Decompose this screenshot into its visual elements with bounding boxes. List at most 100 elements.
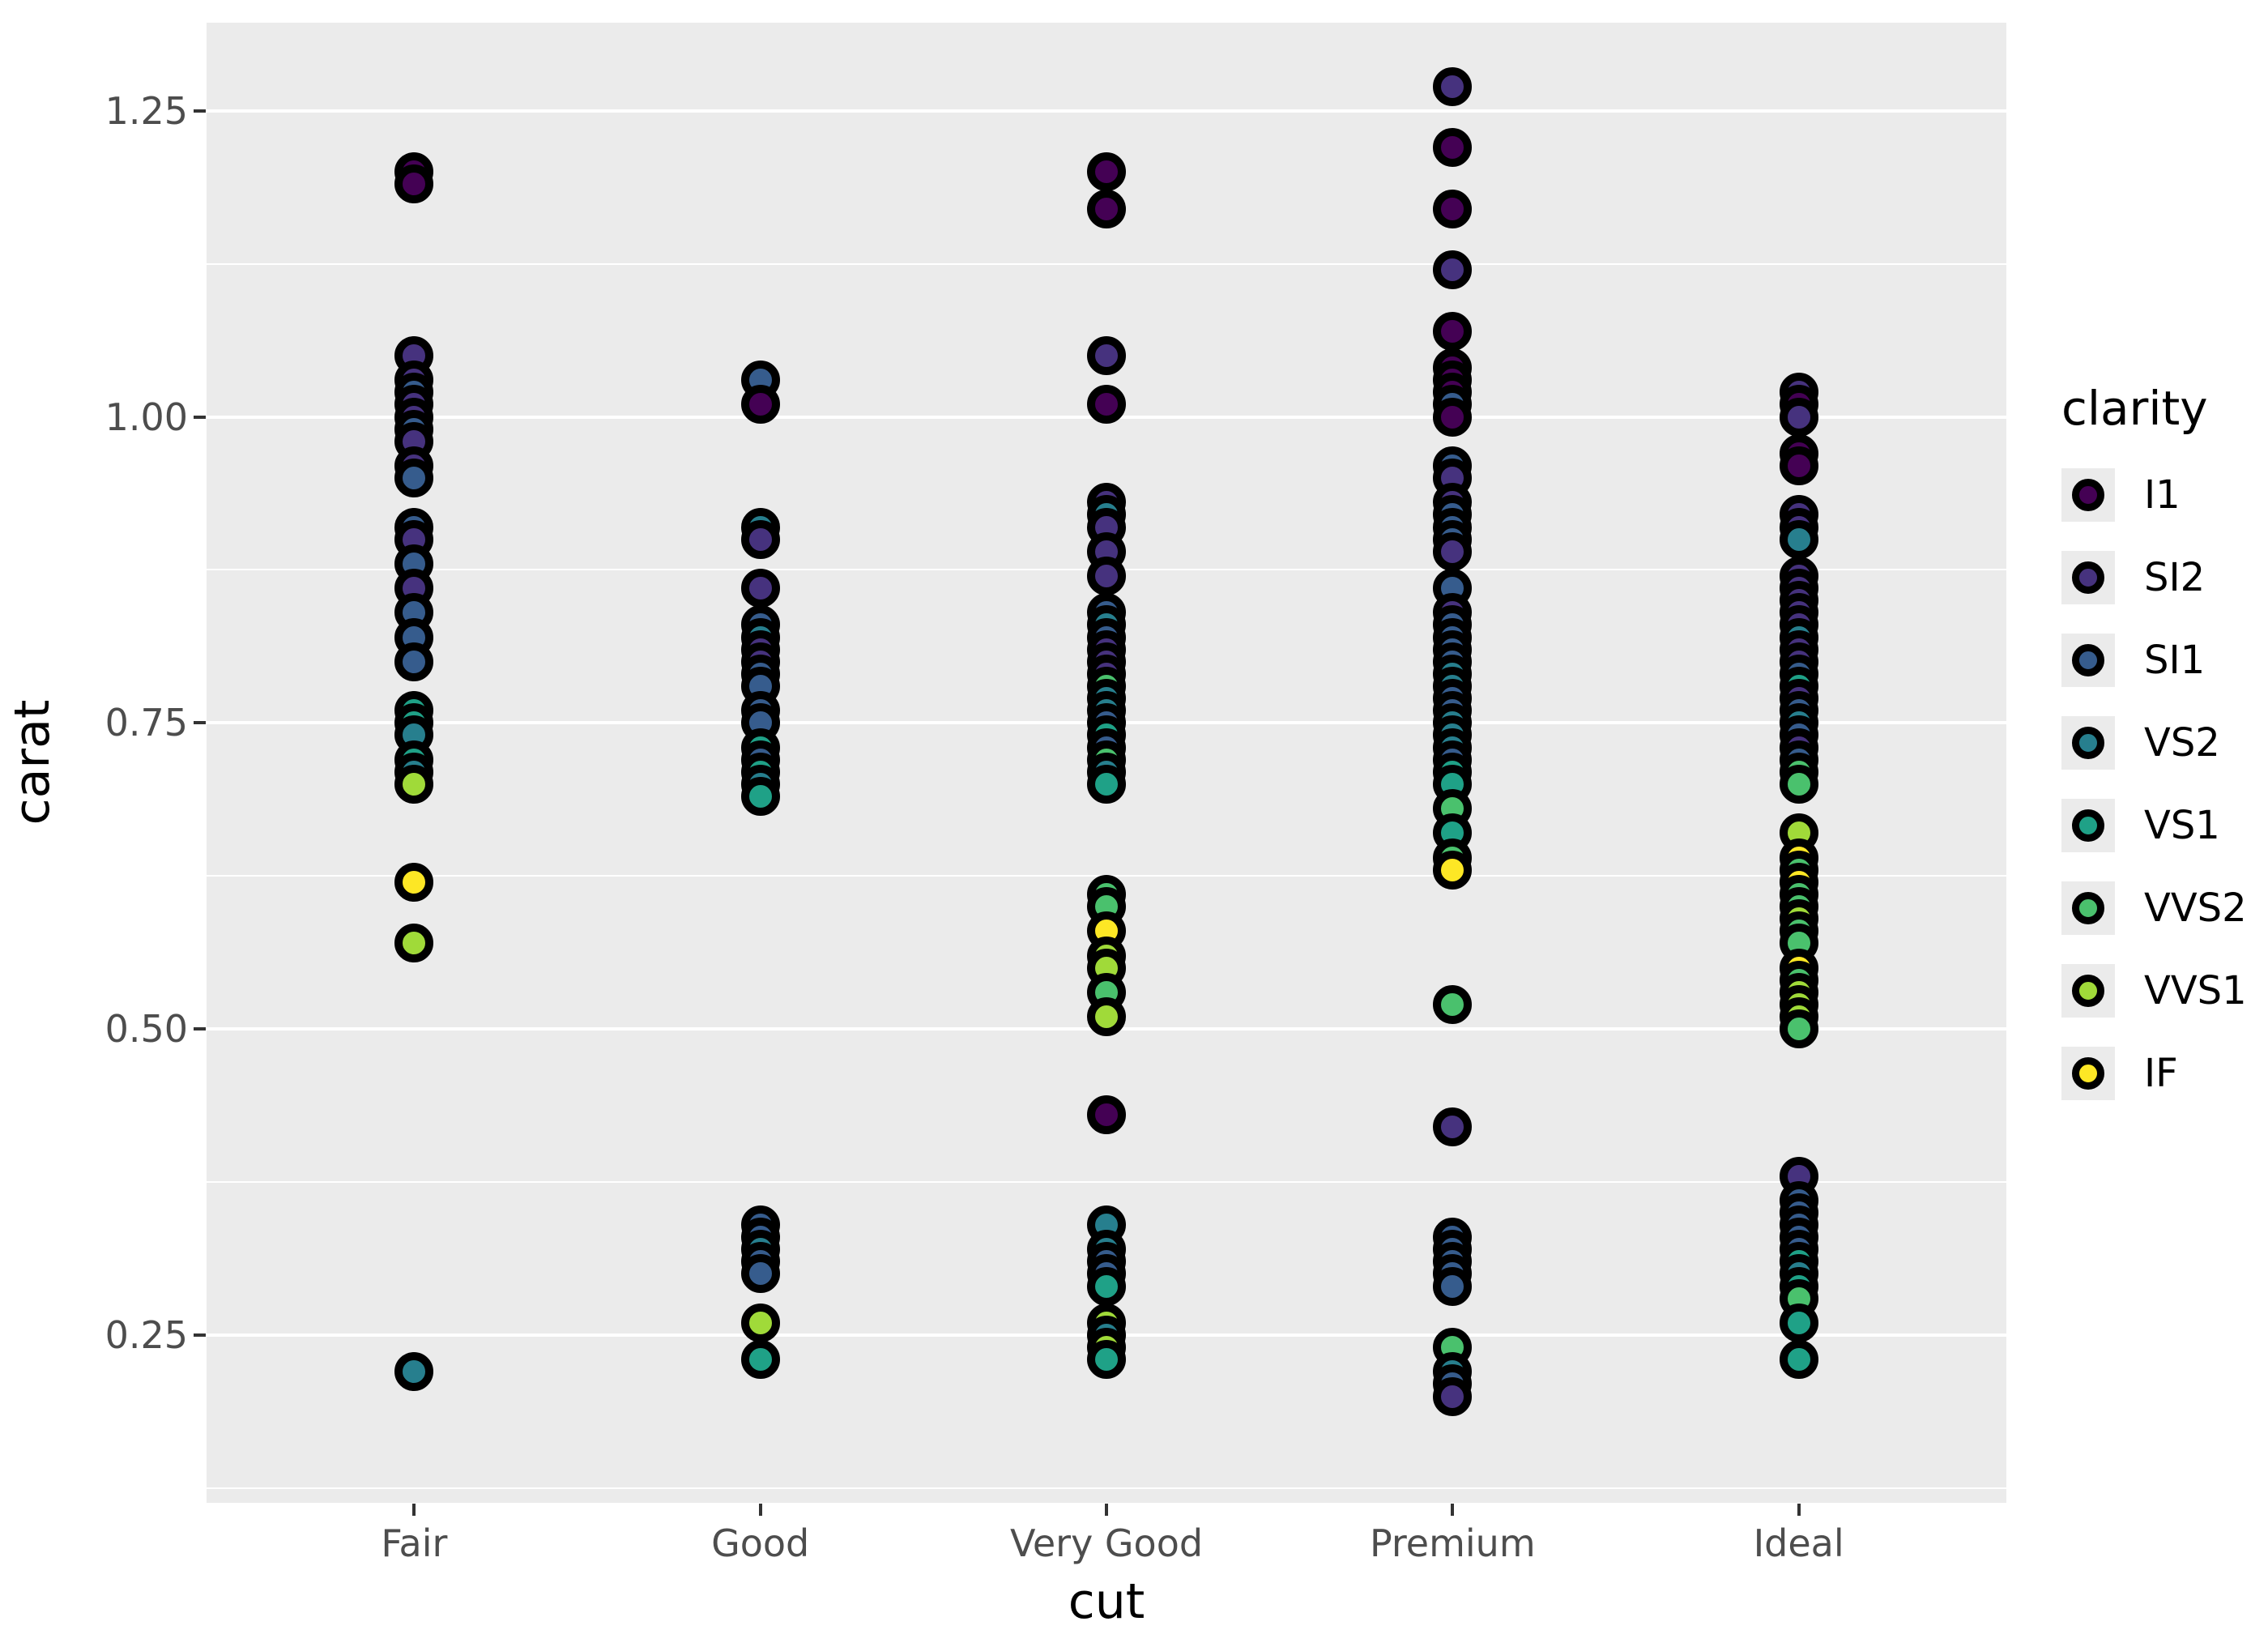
data-point — [1433, 311, 1473, 351]
data-point — [740, 519, 780, 559]
plot-panel — [207, 23, 2006, 1503]
legend-key-swatch — [2061, 1047, 2115, 1100]
gridline-minor — [207, 262, 2006, 265]
y-tick-mark — [194, 415, 206, 419]
y-tick-mark — [194, 721, 206, 725]
legend-entry-label: VS1 — [2144, 803, 2220, 848]
data-point — [1087, 997, 1126, 1037]
y-axis-title: carat — [4, 699, 61, 826]
legend-point-icon — [2072, 892, 2104, 924]
data-point — [394, 642, 434, 681]
data-point — [1433, 850, 1473, 890]
data-point — [394, 164, 434, 204]
x-tick-mark — [1797, 1504, 1801, 1516]
data-point — [740, 1340, 780, 1380]
x-axis-title: cut — [1068, 1573, 1145, 1630]
legend-key-swatch — [2061, 964, 2115, 1018]
y-tick-mark — [194, 1333, 206, 1337]
data-point — [1433, 250, 1473, 290]
x-tick-mark — [412, 1504, 416, 1516]
legend-entry-vvs1: VVS1 — [2061, 949, 2247, 1032]
data-point — [1433, 984, 1473, 1024]
data-point — [740, 777, 780, 817]
legend-title: clarity — [2061, 381, 2208, 436]
legend-point-icon — [2072, 809, 2104, 842]
data-point — [1433, 128, 1473, 168]
legend-point-icon — [2072, 727, 2104, 759]
x-tick-label: Good — [711, 1521, 810, 1565]
legend-entry-label: VS2 — [2144, 720, 2220, 766]
y-tick-label: 0.75 — [104, 701, 188, 745]
data-point — [740, 1303, 780, 1342]
data-point — [394, 862, 434, 902]
data-point — [1433, 1376, 1473, 1416]
legend-entry-vs2: VS2 — [2061, 702, 2247, 784]
legend-entry-si2: SI2 — [2061, 536, 2247, 619]
y-tick-mark — [194, 109, 206, 113]
legend-key-swatch — [2061, 468, 2115, 522]
x-tick-mark — [1451, 1504, 1455, 1516]
data-point — [1779, 764, 1818, 804]
legend-point-icon — [2072, 561, 2104, 594]
legend-entry-i1: I1 — [2061, 454, 2247, 536]
legend-entry-vvs2: VVS2 — [2061, 867, 2247, 949]
gridline-minor — [207, 1181, 2006, 1184]
x-tick-mark — [1105, 1504, 1108, 1516]
data-point — [1779, 519, 1818, 559]
data-point — [1779, 1340, 1818, 1380]
data-point — [1433, 189, 1473, 228]
data-point — [1087, 1340, 1126, 1380]
data-point — [1433, 1107, 1473, 1147]
legend-entry-si1: SI1 — [2061, 619, 2247, 702]
legend-key-swatch — [2061, 799, 2115, 852]
data-point — [1433, 1266, 1473, 1306]
legend-entry-label: SI1 — [2144, 638, 2206, 683]
data-point — [1087, 1094, 1126, 1134]
data-point — [1779, 1303, 1818, 1342]
x-tick-label: Very Good — [1009, 1521, 1204, 1565]
legend-entry-vs1: VS1 — [2061, 784, 2247, 867]
data-point — [1433, 66, 1473, 106]
legend-entries: I1 SI2 SI1 VS2 VS1 VVS2 VVS1 IF — [2061, 454, 2247, 1115]
data-point — [1087, 385, 1126, 425]
data-point — [1779, 397, 1818, 437]
x-tick-label: Ideal — [1753, 1521, 1844, 1565]
x-tick-label: Fair — [381, 1521, 448, 1565]
data-point — [394, 1352, 434, 1392]
y-tick-label: 1.25 — [104, 88, 188, 133]
y-tick-label: 0.25 — [104, 1312, 188, 1357]
legend-key-swatch — [2061, 634, 2115, 687]
legend-entry-label: IF — [2144, 1051, 2178, 1096]
data-point — [1433, 397, 1473, 437]
data-point — [1779, 446, 1818, 486]
data-point — [1087, 152, 1126, 192]
legend-key-swatch — [2061, 551, 2115, 604]
data-point — [1087, 1266, 1126, 1306]
legend-entry-label: SI2 — [2144, 555, 2206, 600]
x-tick-mark — [758, 1504, 762, 1516]
legend-entry-label: VVS1 — [2144, 968, 2247, 1013]
y-tick-label: 0.50 — [104, 1007, 188, 1052]
data-point — [394, 459, 434, 498]
data-point — [394, 924, 434, 963]
x-tick-label: Premium — [1369, 1521, 1536, 1565]
data-point — [1087, 189, 1126, 228]
legend-point-icon — [2072, 644, 2104, 676]
data-point — [1779, 1009, 1818, 1049]
legend-entry-label: VVS2 — [2144, 885, 2247, 931]
data-point — [394, 764, 434, 804]
legend-point-icon — [2072, 975, 2104, 1007]
y-tick-mark — [194, 1027, 206, 1031]
data-point — [740, 1254, 780, 1294]
y-tick-label: 1.00 — [104, 395, 188, 439]
data-point — [1433, 531, 1473, 571]
legend-key-swatch — [2061, 881, 2115, 935]
gridline-minor — [207, 1487, 2006, 1489]
legend-point-icon — [2072, 479, 2104, 511]
data-point — [740, 385, 780, 425]
data-point — [1087, 557, 1126, 596]
data-point — [1087, 764, 1126, 804]
legend-point-icon — [2072, 1057, 2104, 1090]
gridline-major — [207, 109, 2006, 113]
